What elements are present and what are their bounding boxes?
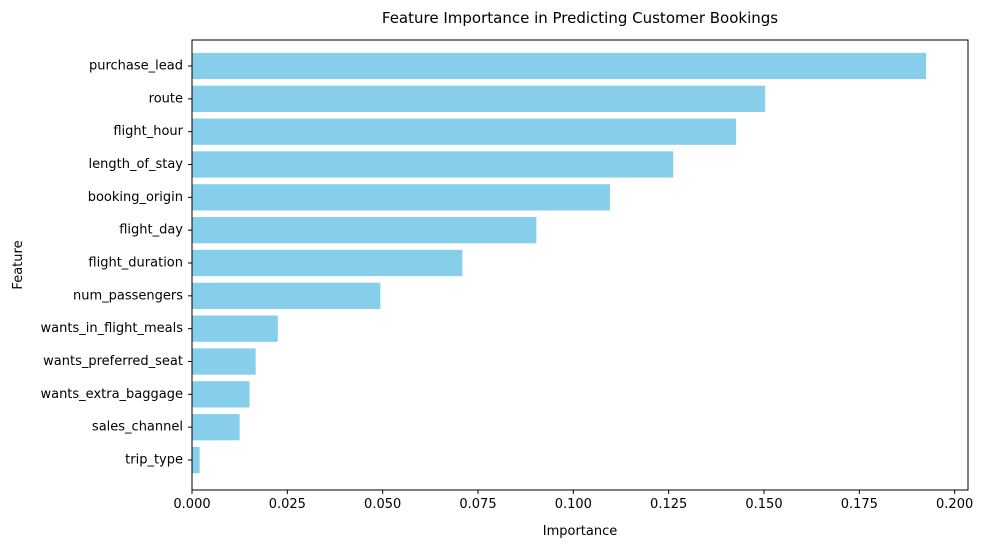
bar-wants_in_flight_meals: [192, 315, 278, 342]
y-tick-label: num_passengers: [73, 288, 183, 303]
x-tick-label: 0.050: [364, 497, 401, 512]
bar-trip_type: [192, 446, 200, 474]
bar-flight_hour: [192, 118, 737, 145]
bar-purchase_lead: [192, 52, 927, 80]
y-tick-label: flight_day: [119, 223, 183, 238]
plot-frame: [191, 39, 969, 491]
bar-length_of_stay: [192, 151, 674, 178]
x-tick-label: 0.000: [173, 497, 210, 512]
x-axis-label: Importance: [543, 524, 618, 539]
x-tick-label: 0.075: [459, 497, 496, 512]
chart-title: Feature Importance in Predicting Custome…: [382, 9, 778, 27]
bar-route: [192, 85, 766, 112]
y-axis-label: Feature: [11, 240, 26, 289]
y-tick-label: wants_preferred_seat: [43, 354, 183, 369]
bar-sales_channel: [192, 414, 240, 441]
bar-flight_day: [192, 217, 537, 244]
bar-num_passengers: [192, 282, 381, 309]
bars-layer: [192, 52, 927, 474]
y-tick-label: flight_duration: [88, 256, 183, 271]
x-tick-label: 0.025: [269, 497, 306, 512]
y-tick-label: wants_extra_baggage: [40, 387, 183, 402]
y-tick-label: route: [149, 91, 183, 106]
bar-booking_origin: [192, 184, 610, 211]
y-tick-label: purchase_lead: [89, 59, 183, 74]
y-tick-label: wants_in_flight_meals: [41, 321, 184, 336]
x-tick-label: 0.125: [650, 497, 687, 512]
y-tick-label: flight_hour: [113, 124, 183, 139]
x-tick-labels: 0.000 0.025 0.050 0.075 0.100 0.125 0.150 0.175…: [173, 490, 973, 512]
x-tick-label: 0.100: [555, 497, 592, 512]
bar-wants_extra_baggage: [192, 381, 250, 408]
x-tick-label: 0.175: [841, 497, 878, 512]
y-tick-label: sales_channel: [92, 420, 183, 435]
y-tick-label: trip_type: [125, 453, 183, 468]
bar-flight_duration: [192, 249, 463, 277]
bar-wants_preferred_seat: [192, 348, 256, 375]
y-tick-label: booking_origin: [88, 190, 183, 205]
x-tick-label: 0.150: [745, 497, 782, 512]
x-tick-label: 0.200: [936, 497, 973, 512]
y-tick-label: length_of_stay: [89, 157, 184, 172]
